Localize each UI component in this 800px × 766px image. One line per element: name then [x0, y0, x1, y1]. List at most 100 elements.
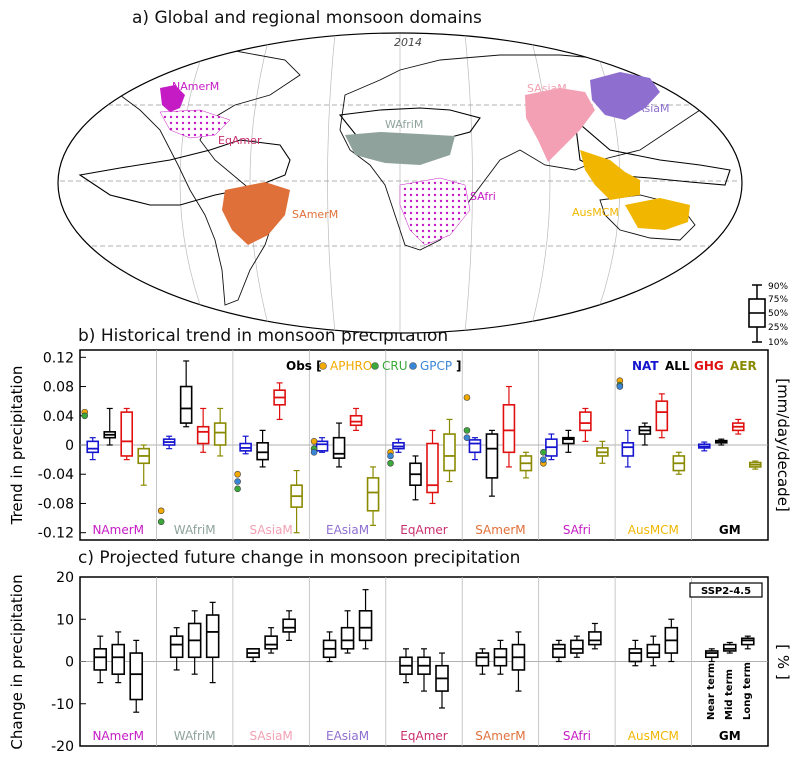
world-map	[57, 32, 743, 334]
box-samerm-near-term	[475, 648, 490, 675]
box-wafrim-all	[179, 360, 193, 428]
box-easiam-near-term	[322, 631, 337, 663]
box-body	[358, 609, 373, 642]
obs-marker-cru	[371, 362, 379, 370]
obs-marker-namerm	[81, 412, 89, 420]
forcing-legend-nat: NAT	[632, 359, 659, 373]
obs-legend-gpcp: GPCP	[420, 359, 452, 373]
forcing-legend-ghg: GHG	[694, 359, 724, 373]
box-key-label-90: 90%	[768, 282, 788, 292]
region-label-wafrim: WAfriM	[174, 523, 216, 537]
ytick-label: -0.04	[38, 467, 74, 483]
ytick-label: -0.08	[38, 496, 74, 512]
box-namerm-nat	[86, 437, 100, 461]
box-body	[552, 643, 566, 659]
forcing-legend-aer: AER	[730, 359, 757, 373]
region-label-namerm: NAmerM	[92, 523, 144, 537]
box-safri-nat	[545, 433, 558, 461]
box-body	[129, 652, 144, 701]
term-label-mid: Mid term	[724, 669, 735, 720]
box-namerm-near-term	[93, 635, 108, 684]
box-body	[93, 648, 108, 671]
box-body	[570, 639, 584, 654]
box-gm-ghg	[731, 418, 745, 435]
region-label-namerm: NAmerM	[92, 729, 144, 743]
obs-marker-samerm	[463, 427, 471, 434]
obs-legend-prefix: Obs [	[286, 359, 322, 373]
region-label-eqamer: EqAmer	[400, 729, 447, 743]
forcing-legend: NAT ALL GHG AER	[632, 359, 757, 373]
panel-c-title: c) Projected future change in monsoon pr…	[78, 548, 521, 568]
panel-c-ylabel-right: [ % ]	[774, 644, 792, 680]
box-body	[740, 637, 755, 646]
box-key-label-25: 25%	[768, 323, 788, 333]
box-body	[264, 635, 278, 650]
box-key-label-75: 75%	[768, 295, 788, 305]
box-body	[179, 385, 193, 424]
box-body	[468, 439, 482, 454]
box-body	[256, 442, 269, 461]
box-body	[205, 614, 220, 659]
map-region-ausmcm-north	[580, 150, 640, 200]
box-samerm-long-term	[511, 631, 526, 692]
box-body	[282, 618, 296, 633]
map-label-eqamer: EqAmer	[218, 134, 262, 147]
box-body	[111, 643, 126, 675]
term-labels: Near term Mid term Long term	[706, 662, 753, 720]
box-body	[628, 648, 643, 663]
box-body	[349, 414, 363, 427]
box-body	[722, 643, 737, 652]
panel-b-ylabel: Trend in precipitation	[8, 366, 26, 526]
box-body	[579, 411, 592, 432]
region-label-sasiam: SAsiaM	[249, 523, 292, 537]
box-easiam-long-term	[358, 589, 373, 650]
ssp-label: SSP2-4.5	[701, 586, 751, 597]
map-label-sasiam: SAsiaM	[527, 82, 567, 95]
box-sasiam-aer	[290, 469, 303, 534]
box-body	[332, 436, 346, 459]
box-gm-mid-term	[722, 641, 737, 654]
term-label-long: Long term	[742, 662, 753, 720]
box-wafrim-nat	[162, 435, 176, 450]
map-label-wafrim: WAfriM	[385, 118, 423, 131]
box-body	[426, 442, 439, 494]
obs-marker-sasiam	[234, 485, 241, 493]
box-wafrim-mid-term	[187, 610, 202, 675]
box-samerm-mid-term	[493, 639, 508, 675]
region-label-eqamer: EqAmer	[400, 523, 447, 537]
box-body	[86, 440, 100, 454]
term-label-near: Near term	[706, 663, 717, 720]
box-sasiam-mid-term	[264, 627, 278, 654]
map-gridlines	[60, 33, 740, 333]
obs-marker-easiam	[310, 438, 318, 445]
map-region-namerm	[160, 85, 185, 112]
obs-legend: Obs [ APHRO CRU GPCP ]	[286, 359, 461, 373]
map-label-safri: SAfri	[470, 190, 496, 203]
ytick-label: -0.12	[38, 526, 74, 542]
region-label-ausmcm: AusMCM	[628, 523, 679, 537]
obs-legend-cru: CRU	[382, 359, 408, 373]
region-label-wafrim: WAfriM	[174, 729, 216, 743]
map-label-ausmcm: AusMCM	[572, 206, 619, 219]
box-sasiam-long-term	[282, 610, 296, 641]
panel-c-ylabel: Change in precipitation	[8, 574, 26, 749]
box-ausmcm-near-term	[628, 639, 643, 667]
obs-legend-aphro: APHRO	[330, 359, 372, 373]
box-eqamer-aer	[443, 418, 456, 483]
box-safri-aer	[596, 440, 609, 464]
panel-b-plot: NAmerM WAfriM SAsiaM EAsiaM EqAmer SAmerM SAfr…	[80, 350, 768, 540]
map-label-easiam: EAsiaM	[630, 102, 670, 115]
ssp-badge: SSP2-4.5	[689, 582, 763, 598]
box-key: 90% 75% 50% 25% 10%	[748, 282, 788, 348]
box-body	[475, 652, 490, 667]
region-label-safri: SAfri	[563, 523, 591, 537]
box-eqamer-ghg	[426, 429, 439, 505]
box-namerm-mid-term	[111, 631, 126, 684]
region-label-sasiam: SAsiaM	[249, 729, 292, 743]
panel-c-plot: NAmerM WAfriM SAsiaM EAsiaM EqAmer SAmerM SAfr…	[80, 577, 768, 746]
forcing-legend-all: ALL	[665, 359, 690, 373]
map-region-ausmcm-south	[625, 198, 690, 230]
panel-a-title: a) Global and regional monsoon domains	[132, 8, 482, 28]
ytick-label: 10	[56, 612, 74, 628]
